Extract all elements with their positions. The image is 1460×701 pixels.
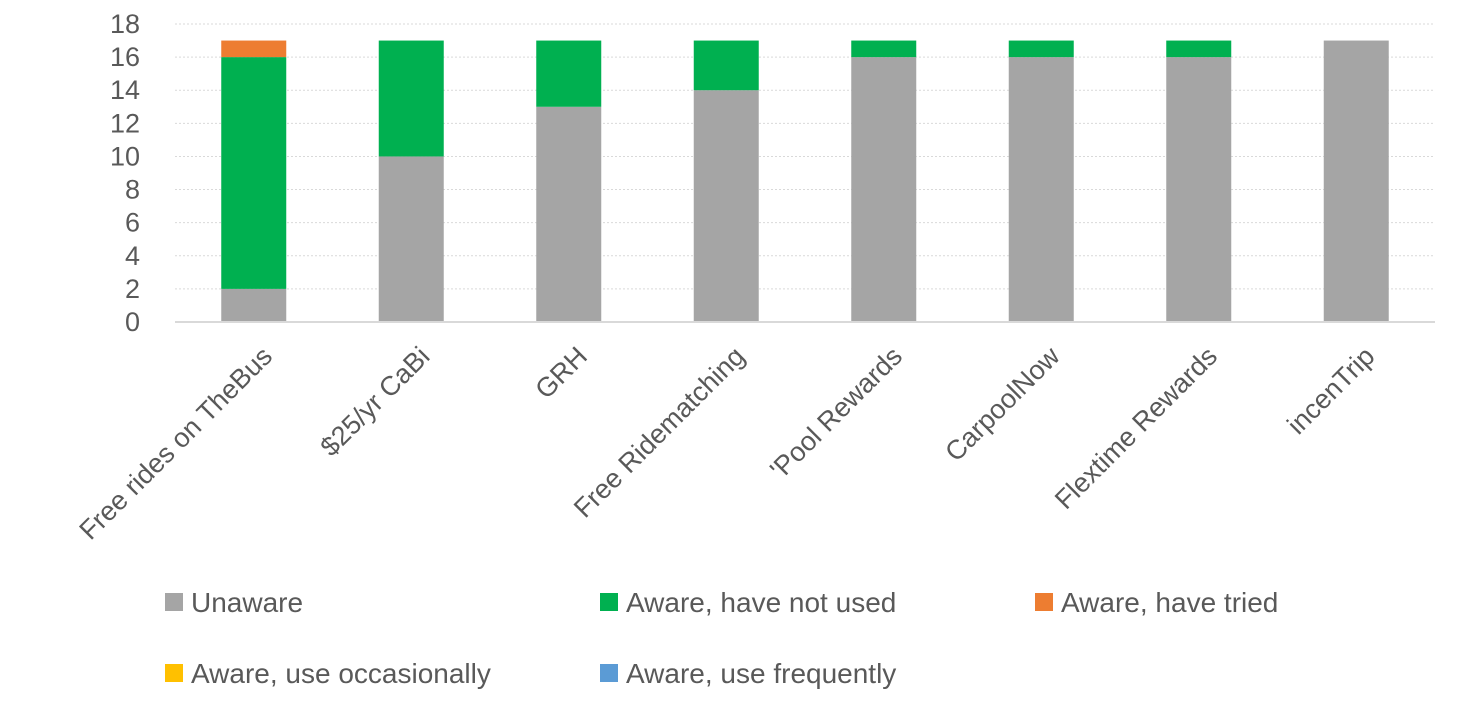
x-category-label: incenTrip bbox=[1281, 341, 1380, 440]
bar-segment bbox=[851, 57, 917, 322]
bar-segment bbox=[1166, 40, 1232, 58]
y-tick-label: 6 bbox=[125, 208, 140, 238]
bar-segment bbox=[378, 40, 444, 157]
legend-swatch bbox=[600, 593, 618, 611]
y-tick-label: 12 bbox=[110, 108, 140, 138]
bar-segment bbox=[378, 156, 444, 322]
x-category-label: 'Pool Rewards bbox=[764, 341, 908, 485]
bar-segment bbox=[693, 90, 759, 322]
y-tick-label: 14 bbox=[110, 75, 140, 105]
bar-segment bbox=[221, 40, 287, 58]
bar-segment bbox=[221, 57, 287, 289]
y-tick-label: 18 bbox=[110, 9, 140, 39]
y-tick-label: 8 bbox=[125, 175, 140, 205]
bars bbox=[221, 40, 1389, 323]
legend-label: Aware, have tried bbox=[1061, 587, 1278, 618]
bar-segment bbox=[536, 40, 602, 107]
y-tick-label: 10 bbox=[110, 141, 140, 171]
y-tick-label: 2 bbox=[125, 274, 140, 304]
bar-segment bbox=[1323, 40, 1389, 323]
bar-segment bbox=[851, 40, 917, 58]
gridlines bbox=[175, 23, 1435, 290]
bar-segment bbox=[693, 40, 759, 91]
legend-label: Aware, use frequently bbox=[626, 658, 896, 689]
bar-segment bbox=[1166, 57, 1232, 322]
y-tick-label: 0 bbox=[125, 307, 140, 337]
x-category-label: Free Ridematching bbox=[568, 341, 751, 524]
legend-label: Unaware bbox=[191, 587, 303, 618]
bar-segment bbox=[1008, 57, 1074, 322]
x-category-label: Free rides on TheBus bbox=[74, 341, 278, 545]
bar-segment bbox=[536, 106, 602, 323]
legend: Unaware Aware, have not used Aware, have t… bbox=[165, 587, 1278, 689]
legend-swatch bbox=[600, 664, 618, 682]
bar-segment bbox=[1008, 40, 1074, 58]
y-tick-label: 16 bbox=[110, 42, 140, 72]
y-tick-label: 4 bbox=[125, 241, 140, 271]
legend-label: Aware, have not used bbox=[626, 587, 896, 618]
x-category-label: CarpoolNow bbox=[939, 341, 1066, 468]
legend-swatch bbox=[1035, 593, 1053, 611]
legend-label: Aware, use occasionally bbox=[191, 658, 491, 689]
x-category-label: $25/yr CaBi bbox=[315, 341, 436, 462]
legend-swatch bbox=[165, 593, 183, 611]
x-category-label: Flextime Rewards bbox=[1049, 341, 1223, 515]
bar-segment bbox=[221, 288, 287, 322]
x-category-label: GRH bbox=[529, 341, 593, 405]
legend-swatch bbox=[165, 664, 183, 682]
